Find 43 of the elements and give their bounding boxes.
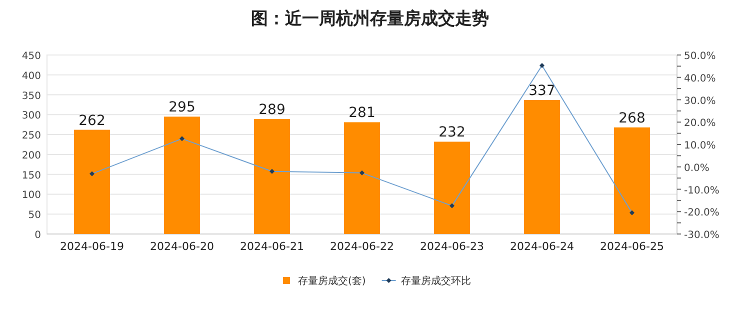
x-tick-label: 2024-06-19 <box>60 240 124 253</box>
data-label: 262 <box>78 112 106 129</box>
y2-tick-label: 20.0% <box>684 118 716 130</box>
y-tick-label: 50 <box>28 210 41 222</box>
y2-tick-label: 30.0% <box>684 96 716 107</box>
y-tick-label: 400 <box>22 70 41 82</box>
y2-tick-label: 40.0% <box>684 73 716 84</box>
bar <box>614 127 650 234</box>
bar <box>74 130 110 234</box>
x-tick-label: 2024-06-24 <box>510 240 574 253</box>
bar <box>164 116 200 234</box>
y-tick-label: 150 <box>22 170 41 182</box>
y-tick-label: 200 <box>22 150 41 162</box>
x-tick-label: 2024-06-21 <box>240 240 304 253</box>
bar <box>524 100 560 234</box>
data-label: 289 <box>258 102 286 118</box>
data-label: 232 <box>438 124 466 141</box>
legend-label: 存量房成交环比 <box>400 275 471 287</box>
bar <box>344 122 380 234</box>
data-label: 337 <box>528 82 556 99</box>
y-tick-label: 0 <box>34 230 41 241</box>
y-tick-label: 250 <box>22 130 41 142</box>
chart-title: 图：近一周杭州存量房成交走势 <box>251 9 489 29</box>
x-tick-label: 2024-06-25 <box>600 240 664 253</box>
x-tick-label: 2024-06-22 <box>330 240 394 253</box>
y-tick-label: 350 <box>22 90 41 102</box>
y-tick-label: 450 <box>22 51 41 62</box>
y-tick-label: 100 <box>22 190 41 202</box>
x-tick-label: 2024-06-20 <box>150 240 214 253</box>
data-label: 295 <box>168 100 196 116</box>
bar <box>254 119 290 234</box>
y2-tick-label: 50.0% <box>684 51 716 62</box>
y2-tick-label: -30.0% <box>684 230 720 241</box>
bar <box>434 142 470 234</box>
data-label: 281 <box>348 105 376 122</box>
y2-tick-label: 10.0% <box>684 140 716 152</box>
x-tick-label: 2024-06-23 <box>420 240 484 253</box>
y-tick-label: 300 <box>22 110 41 122</box>
y2-tick-label: 0.0% <box>684 162 710 174</box>
y2-tick-label: -10.0% <box>684 185 720 196</box>
legend-label: 存量房成交(套) <box>298 275 366 287</box>
y2-tick-label: -20.0% <box>684 208 720 219</box>
data-label: 268 <box>618 110 646 126</box>
